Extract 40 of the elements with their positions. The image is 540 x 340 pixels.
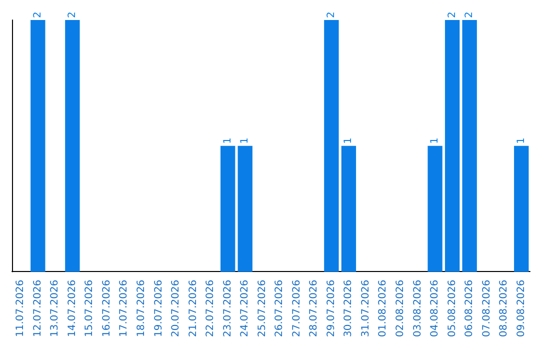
x-tick-label: 21.07.2026 — [188, 280, 199, 338]
x-tick-label: 15.07.2026 — [84, 280, 96, 338]
x-tick-label: 28.07.2026 — [308, 280, 320, 338]
x-tick-label: 13.07.2026 — [50, 280, 61, 338]
x-tick-label: 12.07.2026 — [32, 280, 44, 338]
x-tick-label: 19.07.2026 — [153, 280, 164, 338]
x-tick-label: 30.07.2026 — [343, 280, 354, 338]
x-tick-label: 20.07.2026 — [170, 280, 182, 338]
data-label: 1 — [430, 137, 441, 144]
data-label: 1 — [240, 137, 251, 144]
x-tick-label: 23.07.2026 — [222, 280, 234, 338]
data-label: 2 — [446, 12, 458, 18]
x-tick-label: 08.08.2026 — [498, 280, 510, 338]
x-tick-label: 22.07.2026 — [205, 280, 216, 338]
data-label: 1 — [516, 137, 527, 144]
x-tick-label: 05.08.2026 — [446, 280, 458, 338]
data-label: 2 — [464, 12, 476, 18]
x-tick-label: 07.08.2026 — [481, 280, 492, 338]
x-tick-label: 02.08.2026 — [395, 280, 406, 338]
x-tick-label: 31.07.2026 — [360, 280, 372, 338]
x-tick-label: 14.07.2026 — [66, 280, 78, 338]
x-tick-label: 01.08.2026 — [378, 280, 389, 338]
x-tick-label: 17.07.2026 — [118, 280, 130, 338]
x-tick-label: 09.08.2026 — [516, 280, 527, 338]
x-tick-label: 27.07.2026 — [291, 280, 302, 338]
x-tick-label: 26.07.2026 — [274, 280, 286, 338]
x-tick-label: 29.07.2026 — [326, 280, 337, 338]
data-label: 1 — [222, 137, 234, 144]
data-label: 2 — [326, 12, 337, 18]
x-tick-label: 03.08.2026 — [412, 280, 424, 338]
data-label: 2 — [66, 12, 78, 18]
x-tick-label: 16.07.2026 — [101, 280, 112, 338]
data-label: 1 — [343, 137, 354, 144]
data-label: 2 — [32, 12, 44, 18]
x-tick-label: 06.08.2026 — [464, 280, 476, 338]
x-tick-label: 11.07.2026 — [15, 280, 26, 338]
x-tick-label: 25.07.2026 — [256, 280, 268, 338]
x-tick-label: 04.08.2026 — [430, 280, 441, 338]
x-tick-label: 24.07.2026 — [240, 280, 251, 338]
x-tick-label: 18.07.2026 — [136, 280, 147, 338]
